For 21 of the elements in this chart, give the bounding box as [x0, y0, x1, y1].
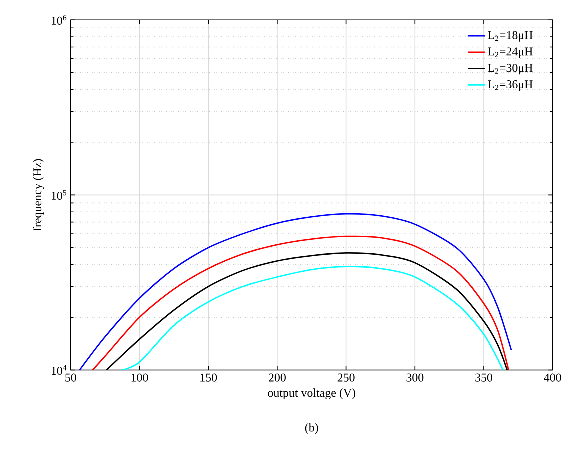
x-tick-label: 300: [406, 374, 424, 382]
x-tick-label: 100: [132, 374, 148, 382]
x-tick-label: 350: [476, 374, 492, 382]
legend-label: L$_{2}$=30μH: [488, 64, 533, 75]
x-tick-label: 50: [66, 374, 76, 382]
x-tick-label: 250: [338, 374, 355, 382]
x-tick-label: 150: [200, 374, 218, 382]
x-tick-label: 400: [544, 374, 562, 382]
y-tick-label: 10$^{4}$: [52, 365, 67, 376]
y-tick-label: 10$^{6}$: [52, 15, 67, 25]
line-series: [79, 213, 512, 370]
legend-label: L$_{2}$=18μH: [488, 31, 533, 42]
y-axis-title: frequency (Hz): [33, 159, 44, 232]
legend-label: L$_{2}$=36μH: [488, 80, 533, 91]
legend-label: L$_{2}$=24μH: [488, 48, 533, 58]
x-axis-title: output voltage (V): [268, 388, 356, 400]
text: (b): [305, 423, 318, 434]
y-tick-label: 10$^{5}$: [52, 190, 67, 200]
line-series: [92, 236, 510, 370]
x-tick-label: 200: [269, 374, 286, 382]
line-series: [121, 266, 504, 370]
